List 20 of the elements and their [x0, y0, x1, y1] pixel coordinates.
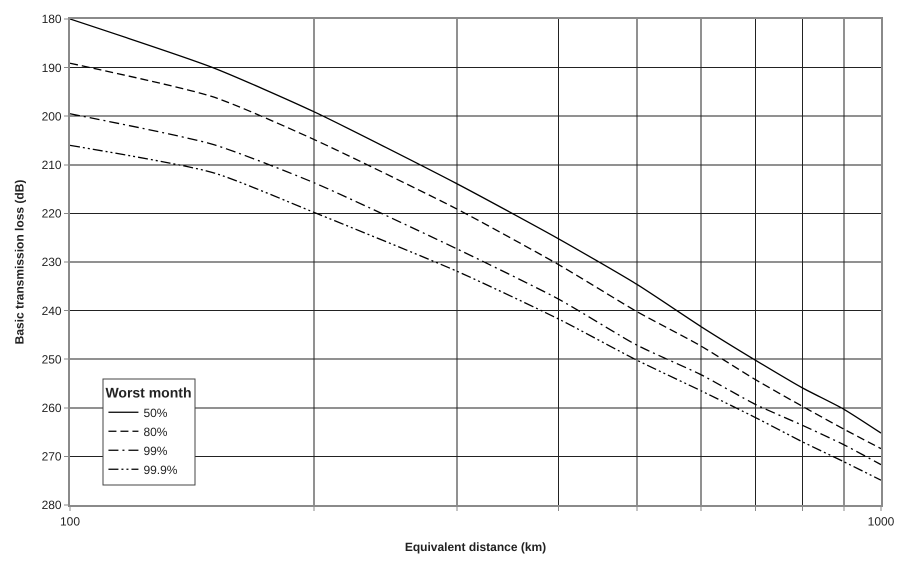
y-tick-label: 220 [42, 206, 62, 221]
y-tick-label: 180 [42, 12, 62, 26]
x-tick-label: 1000 [868, 514, 895, 528]
y-tick-label: 260 [42, 401, 62, 415]
y-tick-label: 210 [42, 158, 62, 172]
y-tick-label: 250 [42, 352, 62, 366]
x-tick-label: 100 [60, 514, 80, 528]
y-tick-label: 200 [42, 109, 62, 124]
legend-label: 99.9% [143, 462, 178, 477]
legend-label: 50% [143, 406, 168, 420]
y-tick-label: 270 [42, 450, 62, 464]
legend-label: 99% [143, 444, 168, 458]
y-tick-label: 230 [42, 255, 62, 270]
y-tick-label: 240 [42, 304, 62, 318]
legend-title: Worst month [105, 384, 192, 401]
y-tick-label: 190 [42, 60, 62, 75]
x-axis-title: Equivalent distance (km) [404, 540, 546, 554]
y-tick-label: 280 [42, 498, 62, 512]
legend-label: 80% [143, 424, 168, 439]
y-axis-title: Basic transmission loss (dB) [12, 180, 26, 344]
